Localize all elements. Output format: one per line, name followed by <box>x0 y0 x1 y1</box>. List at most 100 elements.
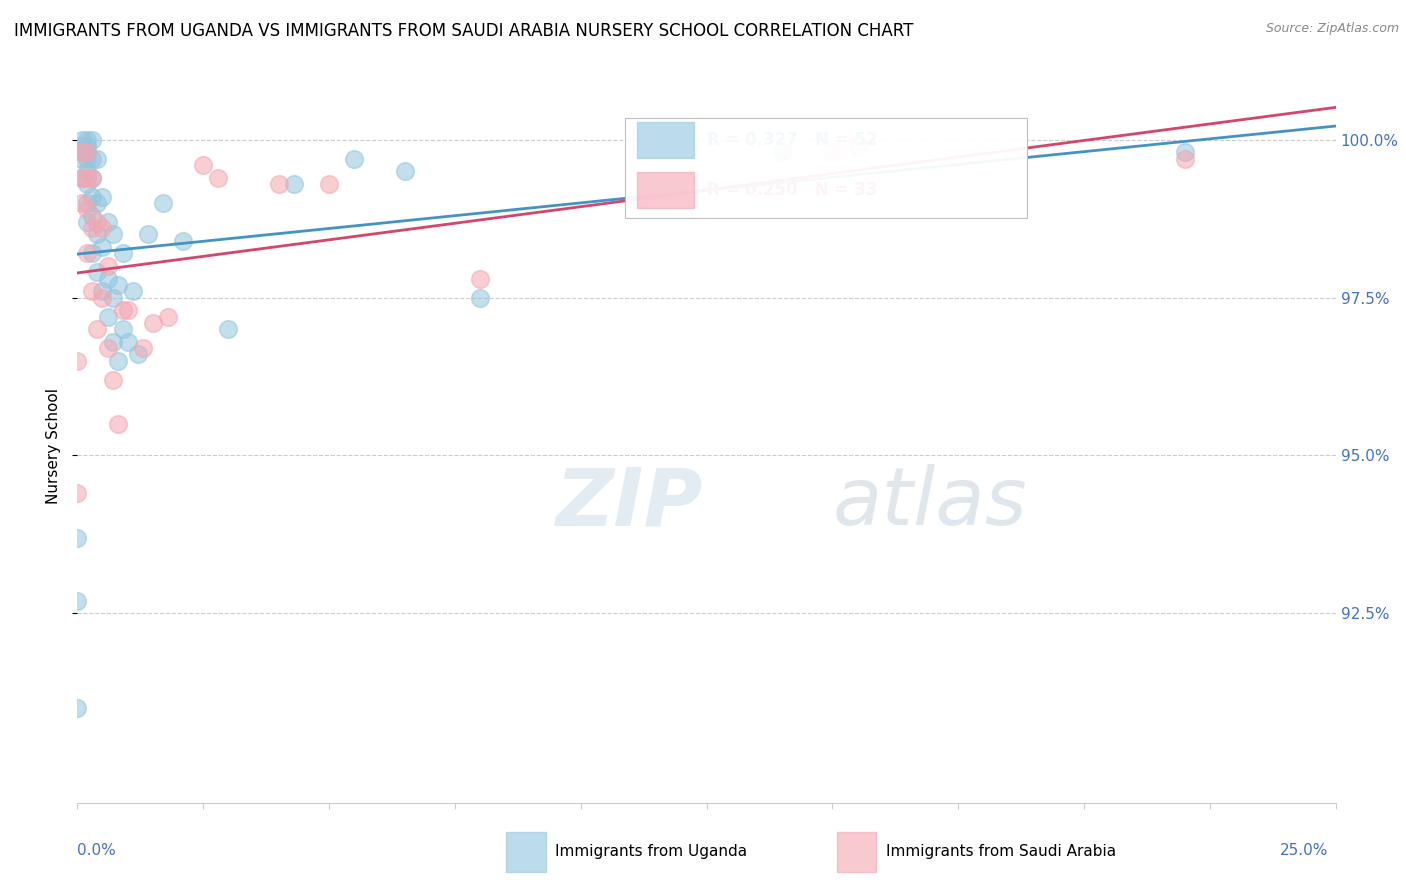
Point <box>72 152 94 166</box>
FancyBboxPatch shape <box>637 172 695 208</box>
Point <box>117 334 139 349</box>
Point <box>107 417 129 431</box>
Text: Source: ZipAtlas.com: Source: ZipAtlas.com <box>1265 22 1399 36</box>
Point <box>468 271 491 285</box>
Point <box>66 701 89 715</box>
Point <box>91 221 114 235</box>
Point <box>76 246 98 260</box>
Point <box>76 170 98 185</box>
Text: R = 0.250   N = 33: R = 0.250 N = 33 <box>707 181 877 199</box>
Point <box>96 259 118 273</box>
FancyBboxPatch shape <box>837 831 876 872</box>
Point <box>82 285 104 299</box>
Point <box>468 291 491 305</box>
Point <box>72 195 94 210</box>
Point <box>111 322 134 336</box>
Point <box>343 152 366 166</box>
Point <box>96 215 118 229</box>
Point <box>191 158 215 172</box>
Point <box>394 164 416 178</box>
Point <box>82 133 104 147</box>
Point <box>82 170 104 185</box>
Point <box>82 189 104 203</box>
Point <box>82 152 104 166</box>
Point <box>66 486 89 500</box>
Point <box>66 531 89 545</box>
Point <box>86 152 108 166</box>
Point <box>111 303 134 318</box>
Point <box>101 291 124 305</box>
Point <box>76 202 98 217</box>
Point <box>111 246 134 260</box>
Point <box>86 195 108 210</box>
Point <box>101 227 124 242</box>
Point <box>82 209 104 223</box>
Point <box>1174 145 1197 160</box>
Y-axis label: Nursery School: Nursery School <box>45 388 60 504</box>
Point <box>91 285 114 299</box>
Point <box>66 593 89 607</box>
Text: R = 0.327   N = 52: R = 0.327 N = 52 <box>707 131 877 149</box>
Point <box>76 139 98 153</box>
Point <box>821 145 844 160</box>
Point <box>76 195 98 210</box>
Point <box>101 334 124 349</box>
Point <box>76 152 98 166</box>
Point <box>76 133 98 147</box>
Point <box>207 170 229 185</box>
FancyBboxPatch shape <box>624 118 1028 218</box>
Point <box>86 215 108 229</box>
Point <box>318 177 340 191</box>
Point <box>1174 152 1197 166</box>
Point <box>121 285 143 299</box>
Point <box>72 139 94 153</box>
Point <box>846 139 869 153</box>
Point <box>107 353 129 368</box>
FancyBboxPatch shape <box>506 831 546 872</box>
Point <box>96 310 118 324</box>
Point <box>86 265 108 279</box>
Text: atlas: atlas <box>832 464 1028 542</box>
FancyBboxPatch shape <box>637 122 695 158</box>
Point <box>86 227 108 242</box>
Point <box>66 353 89 368</box>
Point <box>82 246 104 260</box>
Point <box>72 170 94 185</box>
Point <box>91 291 114 305</box>
Point <box>72 133 94 147</box>
Point <box>76 177 98 191</box>
Point <box>770 145 793 160</box>
Point <box>76 215 98 229</box>
Text: ZIP: ZIP <box>555 464 703 542</box>
Point <box>76 164 98 178</box>
Point <box>96 271 118 285</box>
Point <box>132 341 155 355</box>
Point <box>172 234 194 248</box>
Point <box>101 373 124 387</box>
Text: IMMIGRANTS FROM UGANDA VS IMMIGRANTS FROM SAUDI ARABIA NURSERY SCHOOL CORRELATIO: IMMIGRANTS FROM UGANDA VS IMMIGRANTS FRO… <box>14 22 914 40</box>
Point <box>76 145 98 160</box>
Text: 25.0%: 25.0% <box>1281 843 1329 858</box>
Point <box>156 310 179 324</box>
Point <box>72 170 94 185</box>
Point <box>82 221 104 235</box>
Point <box>72 145 94 160</box>
Point <box>72 145 94 160</box>
Point <box>107 277 129 292</box>
Point <box>91 240 114 254</box>
Point <box>86 322 108 336</box>
Point <box>136 227 159 242</box>
Point <box>267 177 290 191</box>
Text: 0.0%: 0.0% <box>77 843 117 858</box>
Point <box>283 177 305 191</box>
Point <box>217 322 239 336</box>
Point <box>127 347 149 361</box>
Point <box>96 341 118 355</box>
Point <box>152 195 174 210</box>
Text: Immigrants from Saudi Arabia: Immigrants from Saudi Arabia <box>886 845 1116 859</box>
Point <box>117 303 139 318</box>
Text: Immigrants from Uganda: Immigrants from Uganda <box>555 845 748 859</box>
Point <box>82 170 104 185</box>
Point <box>76 145 98 160</box>
Point <box>142 316 165 330</box>
